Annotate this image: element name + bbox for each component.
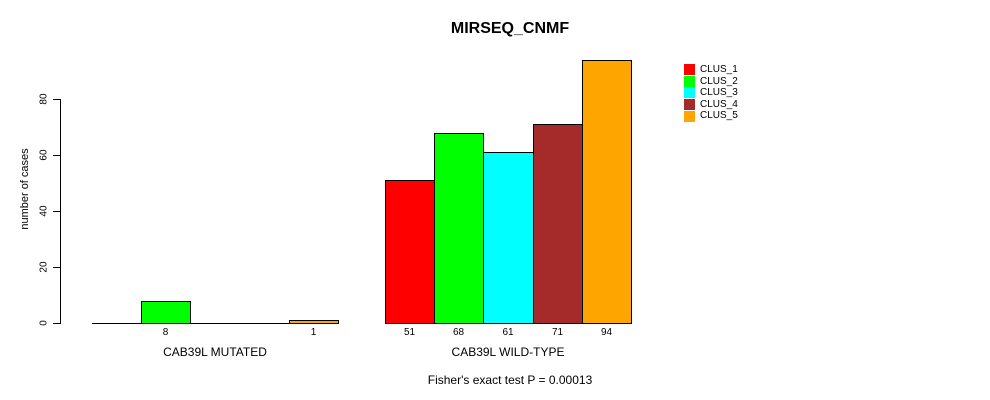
bar-value-label: 71 — [551, 327, 564, 338]
legend-label: CLUS_2 — [700, 75, 738, 87]
bar-value-label: 1 — [310, 327, 317, 338]
legend-item-clus_2: CLUS_2 — [684, 76, 738, 88]
annotation-text: Fisher's exact test P = 0.00013 — [427, 373, 593, 387]
legend-swatch — [684, 75, 695, 87]
y-tick-label: 20 — [38, 261, 50, 273]
legend-item-clus_5: CLUS_5 — [684, 110, 738, 122]
legend-item-clus_3: CLUS_3 — [684, 87, 738, 99]
y-tick — [53, 155, 60, 156]
bar-value-label: 68 — [452, 327, 465, 338]
y-tick — [53, 211, 60, 212]
legend-swatch — [684, 99, 695, 111]
legend-swatch — [684, 64, 695, 76]
y-tick — [53, 99, 60, 100]
legend-label: CLUS_3 — [700, 87, 738, 99]
bar-clus_5 — [289, 320, 339, 324]
y-tick — [53, 323, 60, 324]
chart-title: MIRSEQ_CNMF — [450, 20, 570, 37]
legend: CLUS_1 CLUS_2 CLUS_3 CLUS_4 CLUS_5 — [684, 64, 738, 122]
bar-clus_2 — [141, 301, 191, 324]
bar-clus_3 — [483, 152, 534, 324]
bar-clus_4 — [533, 124, 583, 324]
y-tick-label: 80 — [38, 93, 50, 105]
legend-item-clus_4: CLUS_4 — [684, 99, 738, 111]
y-axis-label: number of cases — [19, 148, 31, 230]
y-tick-label: 40 — [38, 205, 50, 217]
bar-clus_1 — [385, 180, 435, 324]
bar-value-label: 94 — [600, 327, 613, 338]
legend-item-clus_1: CLUS_1 — [684, 64, 738, 76]
y-tick — [53, 267, 60, 268]
bar-value-label: 61 — [502, 327, 514, 338]
bar-clus_2 — [434, 133, 484, 324]
group-baseline — [92, 323, 338, 324]
bar-value-label: 8 — [162, 327, 169, 338]
legend-label: CLUS_1 — [700, 64, 738, 75]
legend-swatch — [684, 110, 695, 122]
legend-label: CLUS_5 — [700, 110, 738, 122]
legend-swatch — [684, 87, 695, 99]
bar-value-label: 51 — [403, 327, 416, 338]
y-tick-label: 0 — [38, 320, 50, 326]
legend-label: CLUS_4 — [700, 98, 738, 110]
bar-clus_5 — [582, 60, 632, 324]
group-label: CAB39L MUTATED — [163, 345, 267, 359]
group-label: CAB39L WILD-TYPE — [451, 345, 565, 359]
y-tick-label: 60 — [38, 149, 50, 161]
y-axis-line — [60, 99, 61, 324]
